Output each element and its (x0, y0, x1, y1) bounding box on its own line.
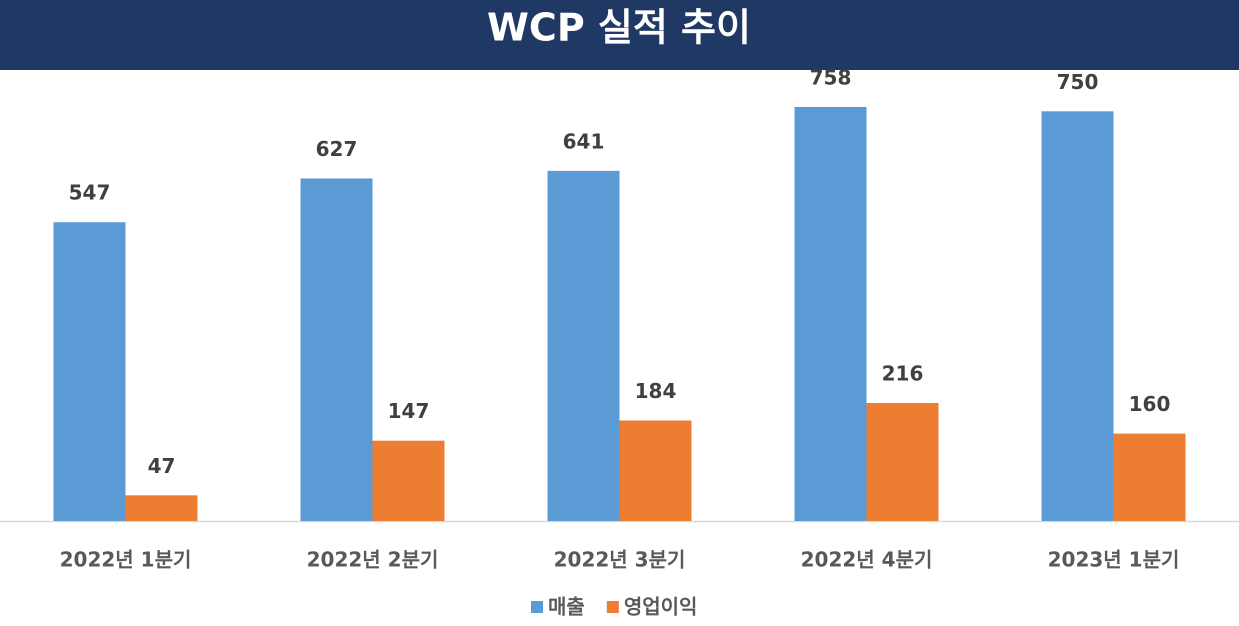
data-label: 160 (1129, 392, 1171, 416)
bar (53, 222, 126, 522)
x-tick-label: 2022년 1분기 (60, 548, 192, 572)
legend-swatch (531, 601, 543, 613)
legend-swatch (606, 601, 619, 613)
bar (794, 106, 867, 521)
bar (372, 440, 445, 521)
x-tick-label: 2022년 2분기 (307, 548, 439, 572)
bar (1113, 433, 1186, 521)
bar (125, 495, 198, 521)
legend-label: 영업이익 (624, 595, 698, 619)
data-label: 641 (563, 129, 605, 153)
bar (619, 420, 692, 521)
bar (300, 178, 373, 521)
x-tick-label: 2022년 3분기 (554, 548, 686, 572)
x-tick-label: 2022년 4분기 (801, 548, 933, 572)
data-label: 47 (148, 454, 176, 478)
data-label: 216 (882, 362, 924, 386)
x-tick-label: 2023년 1분기 (1048, 548, 1180, 572)
data-label: 184 (635, 379, 677, 403)
data-label: 758 (810, 65, 852, 89)
chart-title: WCP 실적 추이 (487, 6, 751, 50)
data-label: 547 (69, 181, 111, 205)
data-label: 750 (1057, 70, 1099, 94)
bar (547, 170, 620, 521)
title-banner (0, 0, 1239, 70)
data-label: 147 (388, 399, 430, 423)
bar (866, 403, 939, 521)
legend-label: 매출 (548, 595, 585, 619)
data-label: 627 (316, 137, 358, 161)
bar (1041, 111, 1114, 521)
